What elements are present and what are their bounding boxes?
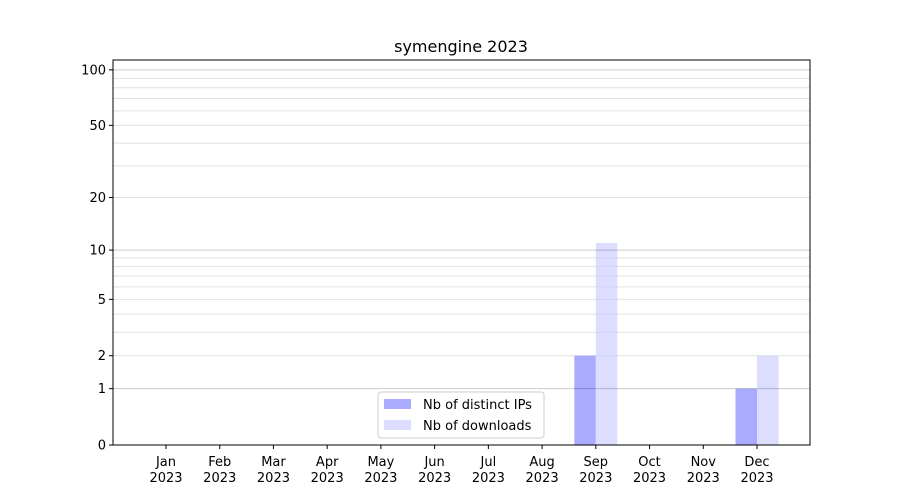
x-tick-label: Apr <box>316 455 339 470</box>
x-tick-label: 2023 <box>472 471 505 486</box>
x-tick-label: Nov <box>691 455 717 470</box>
x-tick-label: Jul <box>480 455 497 470</box>
y-tick-label: 2 <box>98 349 106 364</box>
legend-box <box>377 391 545 439</box>
bar-ips <box>735 388 757 445</box>
bar-downloads <box>757 355 779 445</box>
bars <box>574 243 779 445</box>
legend-swatch-downloads <box>384 420 411 430</box>
x-tick-label: Mar <box>261 455 286 470</box>
y-tick-label: 10 <box>89 244 106 259</box>
x-tick-label: Dec <box>744 455 769 470</box>
x-tick-label: 2023 <box>687 471 720 486</box>
x-tick-label: 2023 <box>203 471 236 486</box>
y-tick-label: 100 <box>81 63 106 78</box>
x-tick-label: 2023 <box>633 471 666 486</box>
chart-title: symengine 2023 <box>394 37 528 56</box>
legend: Nb of distinct IPs Nb of downloads <box>377 391 545 439</box>
y-tick-label: 5 <box>98 293 106 308</box>
plot-frame <box>112 59 811 446</box>
legend-label-downloads: Nb of downloads <box>423 419 532 434</box>
x-tick-label: 2023 <box>311 471 344 486</box>
x-tick-label: 2023 <box>149 471 182 486</box>
x-tick-label: 2023 <box>740 471 773 486</box>
x-tick-label: 2023 <box>364 471 397 486</box>
bar-ips <box>574 355 596 445</box>
legend-label-ips: Nb of distinct IPs <box>423 398 532 413</box>
x-tick-label: 2023 <box>579 471 612 486</box>
x-tick-label: 2023 <box>418 471 451 486</box>
y-tick-label: 0 <box>98 439 106 454</box>
x-tick-label: Jan <box>155 455 176 470</box>
y-tick-label: 1 <box>98 382 106 397</box>
x-tick-label: Oct <box>638 455 660 470</box>
x-tick-label: Feb <box>208 455 231 470</box>
y-tick-label: 50 <box>89 119 106 134</box>
y-tick-label: 20 <box>89 191 106 206</box>
grid <box>113 77 810 357</box>
y-axis: 0 1 2 5 10 20 50 100 <box>81 63 113 454</box>
x-tick-label: Jun <box>423 455 444 470</box>
x-tick-label: Aug <box>529 455 554 470</box>
x-tick-label: 2023 <box>526 471 559 486</box>
x-axis: Jan2023Feb2023Mar2023Apr2023May2023Jun20… <box>149 445 774 486</box>
grid-overlay <box>113 69 810 390</box>
x-tick-label: Sep <box>584 455 609 470</box>
x-tick-label: May <box>367 455 394 470</box>
bar-downloads <box>595 243 618 445</box>
x-tick-label: 2023 <box>257 471 290 486</box>
legend-swatch-ips <box>384 399 411 409</box>
